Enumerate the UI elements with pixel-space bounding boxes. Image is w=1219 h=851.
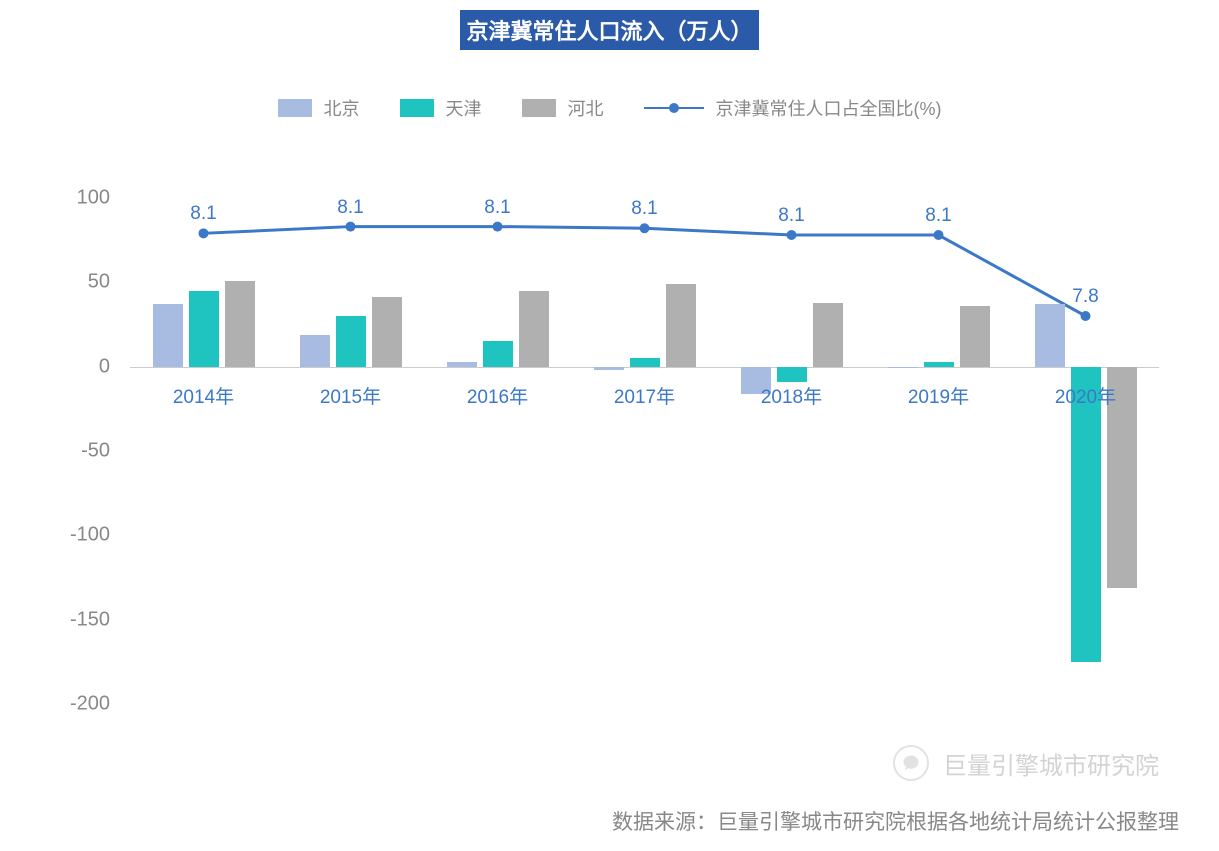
legend-swatch-hebei — [522, 99, 556, 117]
chat-icon — [893, 745, 929, 781]
y-tick: -150 — [70, 608, 110, 631]
bar-beijing — [300, 335, 330, 367]
bar-tianjin — [189, 291, 219, 367]
legend-label-beijing: 北京 — [324, 95, 360, 121]
chart-area: 100500-50-100-150-200 2014年2015年2016年201… — [40, 181, 1179, 721]
y-tick: 100 — [77, 186, 110, 209]
bar-beijing — [594, 367, 624, 370]
bar-tianjin — [630, 358, 660, 366]
bar-beijing — [447, 362, 477, 366]
title-bar: 京津冀常住人口流入（万人） — [0, 0, 1219, 50]
y-tick: 0 — [99, 355, 110, 378]
legend-swatch-beijing — [278, 99, 312, 117]
bar-hebei — [225, 281, 255, 367]
bar-hebei — [372, 297, 402, 366]
x-axis-label: 2018年 — [761, 382, 822, 409]
line-series-overlay — [130, 181, 1159, 721]
x-axis-label: 2020年 — [1055, 382, 1116, 409]
bar-beijing — [888, 367, 918, 369]
legend-label-line: 京津冀常住人口占全国比(%) — [716, 95, 942, 121]
x-axis-label: 2017年 — [614, 382, 675, 409]
line-data-label: 7.8 — [1072, 286, 1098, 308]
bar-hebei — [666, 284, 696, 367]
legend-label-hebei: 河北 — [568, 95, 604, 121]
legend-item-hebei: 河北 — [522, 95, 604, 121]
bar-tianjin — [777, 367, 807, 382]
chart-title: 京津冀常住人口流入（万人） — [460, 10, 758, 50]
y-tick: 50 — [88, 271, 110, 294]
bar-beijing — [1035, 304, 1065, 366]
x-axis-label: 2015年 — [320, 382, 381, 409]
plot-area: 2014年 2015年 2016年 2017年 2018年 2019年 2020年 8.1 8.… — [130, 181, 1159, 721]
bar-hebei — [813, 303, 843, 367]
bar-tianjin — [924, 362, 954, 366]
bar-beijing — [153, 304, 183, 366]
bar-hebei — [960, 306, 990, 367]
line-data-label: 8.1 — [190, 203, 216, 225]
bar-tianjin — [336, 316, 366, 367]
legend: 北京 天津 河北 京津冀常住人口占全国比(%) — [0, 95, 1219, 121]
source-attribution: 数据来源：巨量引擎城市研究院根据各地统计局统计公报整理 — [612, 806, 1179, 836]
line-data-label: 8.1 — [778, 205, 804, 227]
x-axis-label: 2014年 — [173, 382, 234, 409]
watermark: 巨量引擎城市研究院 — [893, 745, 1159, 781]
line-data-label: 8.1 — [484, 197, 510, 219]
line-data-label: 8.1 — [925, 205, 951, 227]
bar-hebei — [519, 291, 549, 367]
legend-swatch-tianjin — [400, 99, 434, 117]
bar-tianjin — [1071, 367, 1101, 662]
y-tick: -50 — [81, 440, 110, 463]
line-data-label: 8.1 — [631, 198, 657, 220]
legend-item-beijing: 北京 — [278, 95, 360, 121]
legend-swatch-line — [644, 107, 704, 109]
x-axis-label: 2016年 — [467, 382, 528, 409]
line-data-label: 8.1 — [337, 197, 363, 219]
legend-label-tianjin: 天津 — [446, 95, 482, 121]
y-tick: -100 — [70, 524, 110, 547]
bar-tianjin — [483, 341, 513, 366]
watermark-text: 巨量引擎城市研究院 — [943, 746, 1159, 781]
legend-item-tianjin: 天津 — [400, 95, 482, 121]
x-axis-label: 2019年 — [908, 382, 969, 409]
y-axis: 100 50 0 -50 -100 -150 -200 — [40, 181, 120, 721]
y-tick: -200 — [70, 693, 110, 716]
legend-item-line: 京津冀常住人口占全国比(%) — [644, 95, 942, 121]
